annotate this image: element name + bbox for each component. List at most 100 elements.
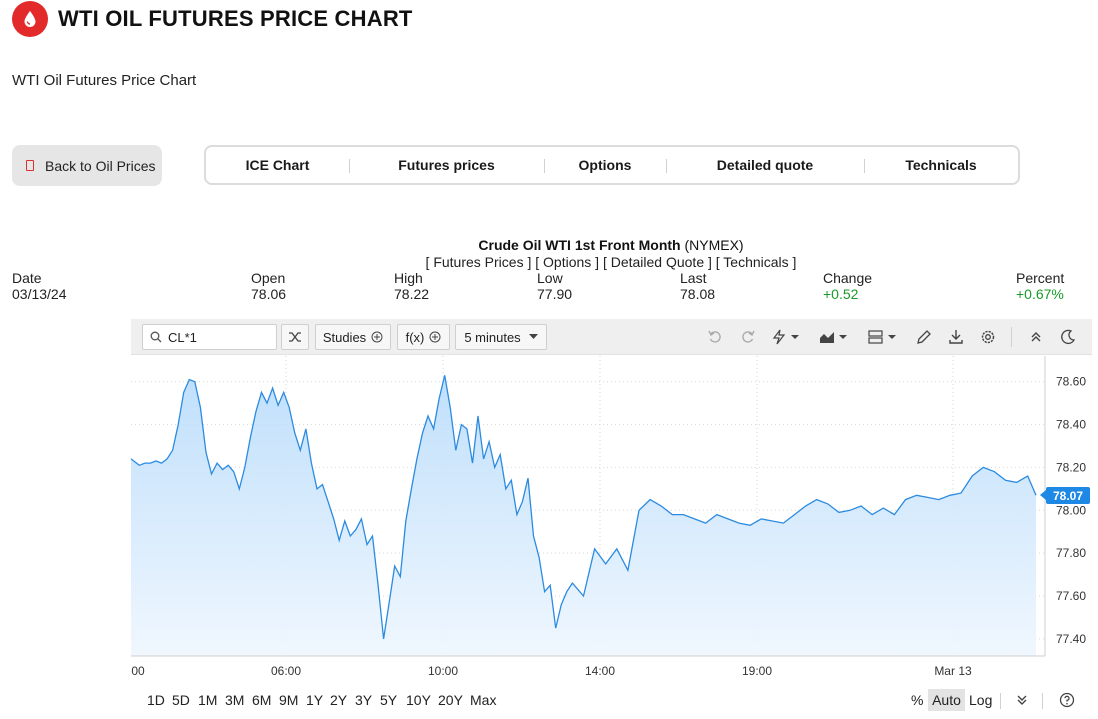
quote-date-label: Date	[12, 270, 42, 286]
fx-button[interactable]: f(x)	[397, 324, 450, 350]
data-point	[782, 522, 785, 525]
data-point	[271, 387, 274, 390]
data-point	[704, 522, 707, 525]
fx-label: f(x)	[405, 329, 425, 345]
tab-options[interactable]: Options	[544, 147, 666, 183]
y-tick-label: 78.60	[1056, 375, 1086, 389]
data-point	[693, 517, 696, 520]
data-point	[904, 498, 907, 501]
data-point	[860, 505, 863, 508]
range-6m[interactable]: 6M	[252, 692, 272, 708]
data-point	[937, 498, 940, 501]
data-point	[543, 590, 546, 593]
range-2y[interactable]: 2Y	[330, 692, 348, 708]
data-point	[571, 582, 574, 585]
log-scale-button[interactable]: Log	[969, 692, 993, 708]
percent-scale-button[interactable]: %	[911, 692, 924, 708]
plus-circle-icon	[371, 331, 383, 343]
data-point	[971, 475, 974, 478]
range-1m[interactable]: 1M	[198, 692, 218, 708]
data-point	[815, 498, 818, 501]
interval-dropdown[interactable]: 5 minutes	[455, 324, 547, 350]
undo-icon[interactable]	[705, 327, 725, 347]
chart-type-dropdown-icon[interactable]	[817, 327, 851, 347]
data-point	[288, 406, 291, 409]
data-point	[948, 494, 951, 497]
data-point	[549, 584, 552, 587]
chart-toolbar: CL*1 Studies f(x) 5 minutes	[131, 319, 1092, 355]
data-point	[493, 466, 496, 469]
data-point	[388, 601, 391, 604]
range-5d[interactable]: 5D	[172, 692, 190, 708]
layout-dropdown-icon[interactable]	[866, 327, 900, 347]
data-point	[338, 539, 341, 542]
instrument-title: Crude Oil WTI 1st Front Month (NYMEX)	[0, 237, 1098, 253]
data-point	[582, 595, 585, 598]
data-point	[504, 487, 507, 490]
collapse-down-icon[interactable]	[1015, 689, 1029, 711]
data-point	[960, 492, 963, 495]
data-point	[130, 457, 133, 460]
download-icon[interactable]	[946, 327, 966, 347]
data-point	[166, 457, 169, 460]
quote-date-value: 03/13/24	[12, 286, 67, 302]
studies-button[interactable]: Studies	[315, 324, 391, 350]
tab-detailed-quote[interactable]: Detailed quote	[666, 147, 864, 183]
auto-scale-button[interactable]: Auto	[928, 689, 965, 711]
data-point	[382, 637, 385, 640]
data-point	[1026, 475, 1029, 478]
range-max[interactable]: Max	[470, 692, 497, 708]
pencil-icon[interactable]	[914, 327, 934, 347]
data-point	[410, 487, 413, 490]
symbol-search-input[interactable]: CL*1	[142, 324, 277, 350]
redo-icon[interactable]	[738, 327, 758, 347]
data-point	[893, 513, 896, 516]
data-point	[793, 513, 796, 516]
data-point	[638, 509, 641, 512]
data-point	[738, 522, 741, 525]
back-to-oil-prices-button[interactable]: Back to Oil Prices	[12, 145, 162, 186]
last-price-tag: 78.07	[1040, 487, 1090, 505]
data-point	[660, 505, 663, 508]
data-point	[160, 462, 163, 465]
data-point	[143, 462, 146, 465]
range-1y[interactable]: 1Y	[306, 692, 324, 708]
collapse-up-icon[interactable]	[1026, 327, 1046, 347]
help-icon[interactable]	[1059, 689, 1075, 711]
moon-icon[interactable]	[1058, 327, 1078, 347]
events-dropdown-icon[interactable]	[769, 327, 803, 347]
quote-high: High 78.22	[394, 270, 429, 302]
range-20y[interactable]: 20Y	[438, 692, 463, 708]
tab-bar: ICE Chart Futures prices Options Detaile…	[204, 145, 1020, 185]
range-5y[interactable]: 5Y	[380, 692, 398, 708]
studies-label: Studies	[322, 329, 367, 345]
plus-circle-icon	[429, 331, 441, 343]
data-point	[804, 505, 807, 508]
tab-ice-chart[interactable]: ICE Chart	[245, 157, 310, 173]
data-point	[510, 479, 513, 482]
compare-button[interactable]	[281, 324, 309, 350]
data-point	[249, 436, 252, 439]
data-point	[749, 524, 752, 527]
data-point	[615, 547, 618, 550]
y-tick-label: 78.40	[1056, 418, 1086, 432]
range-9m[interactable]: 9M	[279, 692, 299, 708]
quote-high-value: 78.22	[394, 286, 430, 302]
quote-percent-label: Percent	[1016, 270, 1065, 286]
range-3y[interactable]: 3Y	[355, 692, 373, 708]
data-point	[837, 511, 840, 514]
tab-futures-prices[interactable]: Futures prices	[349, 147, 544, 183]
page-subtitle: WTI Oil Futures Price Chart	[12, 72, 197, 89]
range-10y[interactable]: 10Y	[406, 692, 431, 708]
gear-icon[interactable]	[978, 327, 998, 347]
range-3m[interactable]: 3M	[225, 692, 245, 708]
range-1d[interactable]: 1D	[147, 692, 165, 708]
data-point	[332, 517, 335, 520]
data-point	[377, 584, 380, 587]
quote-last: Last 78.08	[680, 270, 715, 302]
instrument-links[interactable]: [ Futures Prices ] [ Options ] [ Detaile…	[425, 254, 797, 270]
data-point	[427, 415, 430, 418]
tab-technicals[interactable]: Technicals	[864, 147, 1018, 183]
interval-label: 5 minutes	[464, 329, 521, 345]
